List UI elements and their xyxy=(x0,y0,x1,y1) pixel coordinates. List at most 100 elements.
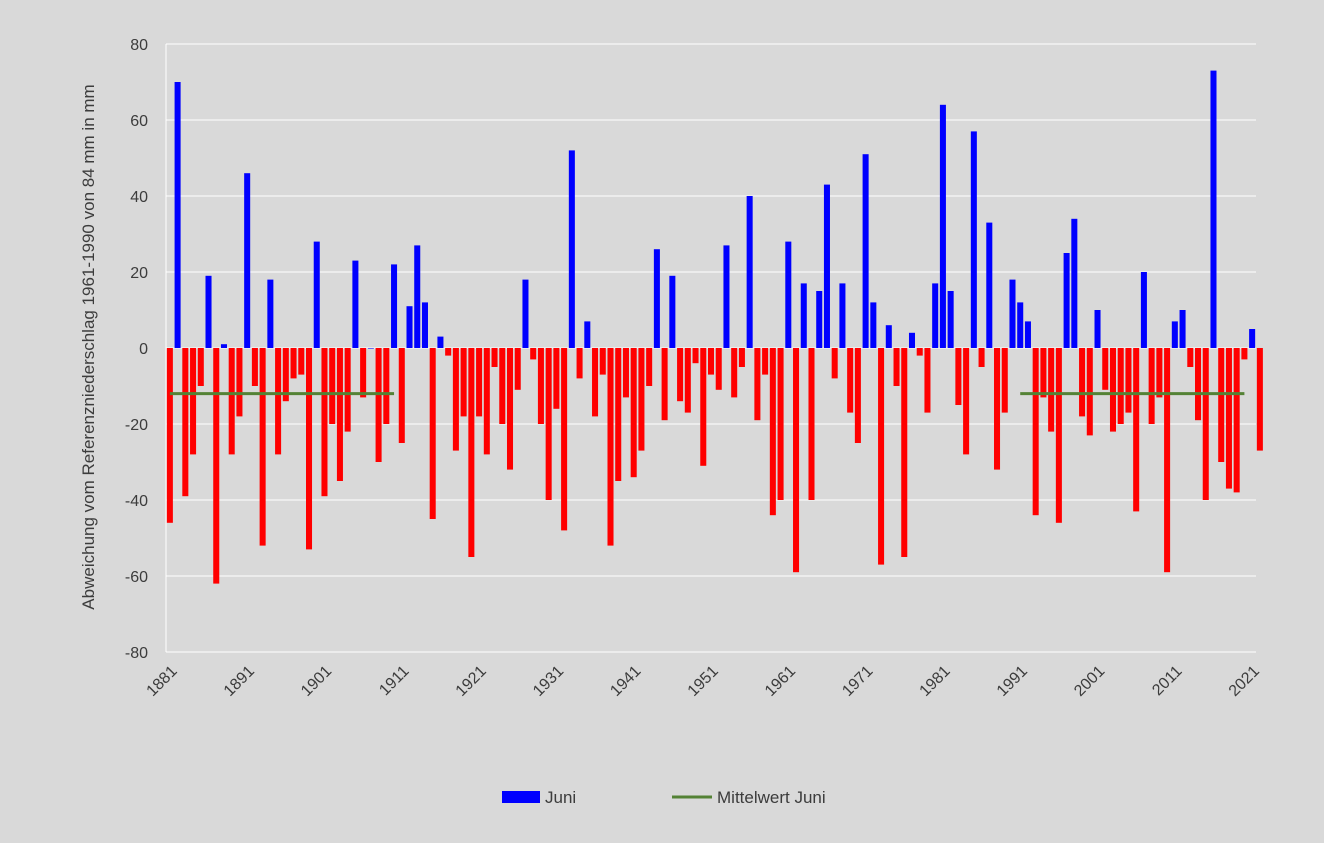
x-tick-label: 2011 xyxy=(1149,663,1185,699)
bar-1908 xyxy=(375,348,382,462)
bar-1933 xyxy=(568,150,575,348)
bar-1949 xyxy=(692,348,699,364)
bar-1924 xyxy=(499,348,506,424)
bar-1980 xyxy=(932,283,939,348)
bar-1976 xyxy=(901,348,908,557)
bar-1962 xyxy=(793,348,800,573)
bar-1978 xyxy=(916,348,923,356)
bar-1951 xyxy=(707,348,715,375)
bar-1907 xyxy=(367,348,374,349)
bar-2012 xyxy=(1179,310,1186,348)
bar-2003 xyxy=(1109,348,1117,432)
x-tick-label: 1881 xyxy=(144,663,181,700)
bar-1973 xyxy=(878,348,885,565)
bar-1945 xyxy=(661,348,668,421)
y-axis-ticks: 80 60 40 20 0 -20 -40 -60 -80 xyxy=(125,37,148,662)
bar-1992 xyxy=(1024,321,1031,348)
bar-1910 xyxy=(391,264,398,348)
bar-1970 xyxy=(854,348,861,443)
y-tick-label: 60 xyxy=(130,113,148,130)
bar-1974 xyxy=(885,325,892,348)
bar-1926 xyxy=(514,348,521,390)
bar-1925 xyxy=(506,348,514,470)
bar-1884 xyxy=(190,348,197,455)
bar-1888 xyxy=(220,344,227,348)
bar-1930 xyxy=(545,348,552,500)
bar-1938 xyxy=(607,348,614,546)
bar-1985 xyxy=(970,131,977,348)
bar-1890 xyxy=(236,348,243,417)
bar-2004 xyxy=(1117,348,1124,424)
x-tick-label: 1901 xyxy=(298,663,335,700)
bar-1995 xyxy=(1048,348,1055,432)
bar-1921 xyxy=(476,348,483,417)
bar-1975 xyxy=(893,348,900,386)
bar-1912 xyxy=(406,306,413,348)
bar-1940 xyxy=(622,348,629,398)
bar-1961 xyxy=(785,241,792,348)
bar-2002 xyxy=(1102,348,1109,390)
bar-1922 xyxy=(483,348,490,455)
bar-1987 xyxy=(986,222,993,348)
bar-1914 xyxy=(421,302,428,348)
bar-1899 xyxy=(305,348,313,550)
bar-1911 xyxy=(398,348,405,443)
bar-1963 xyxy=(800,283,807,348)
bar-1895 xyxy=(275,348,282,455)
bar-1902 xyxy=(329,348,336,424)
bar-1885 xyxy=(197,348,204,386)
bar-2018 xyxy=(1225,348,1232,489)
bar-1916 xyxy=(437,336,444,348)
bar-2020 xyxy=(1241,348,1248,360)
bar-1915 xyxy=(429,348,436,519)
bar-1909 xyxy=(383,348,390,424)
bar-1983 xyxy=(955,348,962,405)
bar-1931 xyxy=(553,348,560,409)
bar-2013 xyxy=(1187,348,1194,367)
bar-1893 xyxy=(259,348,266,546)
bar-1994 xyxy=(1040,348,1047,398)
bar-2005 xyxy=(1125,348,1132,413)
y-tick-label: 80 xyxy=(130,37,148,54)
bar-1942 xyxy=(638,348,645,451)
bar-1886 xyxy=(205,275,212,348)
y-axis-title: Abweichung vom Referenzniederschlag 1961… xyxy=(79,84,98,609)
bar-1928 xyxy=(530,348,537,360)
bar-1984 xyxy=(963,348,970,455)
x-tick-label: 1911 xyxy=(376,663,412,699)
bar-1891 xyxy=(244,173,251,348)
bar-1968 xyxy=(839,283,846,348)
y-tick-label: 0 xyxy=(139,341,148,358)
bar-1882 xyxy=(174,82,181,348)
bar-1988 xyxy=(994,348,1001,470)
bar-1944 xyxy=(653,249,660,348)
bar-1996 xyxy=(1055,348,1062,523)
bar-2021 xyxy=(1249,329,1256,348)
legend-swatch-juni xyxy=(502,791,540,803)
y-tick-label: -20 xyxy=(125,417,148,434)
bar-1964 xyxy=(808,348,815,500)
bar-1894 xyxy=(267,279,274,348)
x-tick-label: 1991 xyxy=(994,663,1031,700)
bar-1903 xyxy=(336,348,343,481)
bar-1977 xyxy=(908,332,916,348)
bar-1966 xyxy=(823,184,830,348)
bar-1919 xyxy=(460,348,467,417)
bar-1935 xyxy=(584,321,591,348)
bar-1883 xyxy=(182,348,189,497)
bar-1950 xyxy=(700,348,707,466)
bar-1904 xyxy=(344,348,351,432)
bar-2010 xyxy=(1164,348,1171,573)
bar-2000 xyxy=(1086,348,1093,436)
bar-1971 xyxy=(862,154,869,348)
bar-1998 xyxy=(1071,218,1078,348)
bar-1979 xyxy=(924,348,931,413)
bar-2014 xyxy=(1195,348,1202,421)
bar-1939 xyxy=(615,348,622,481)
bar-1881 xyxy=(166,348,173,523)
bar-1991 xyxy=(1017,302,1024,348)
bar-1917 xyxy=(445,348,452,356)
bars-group xyxy=(166,70,1263,584)
